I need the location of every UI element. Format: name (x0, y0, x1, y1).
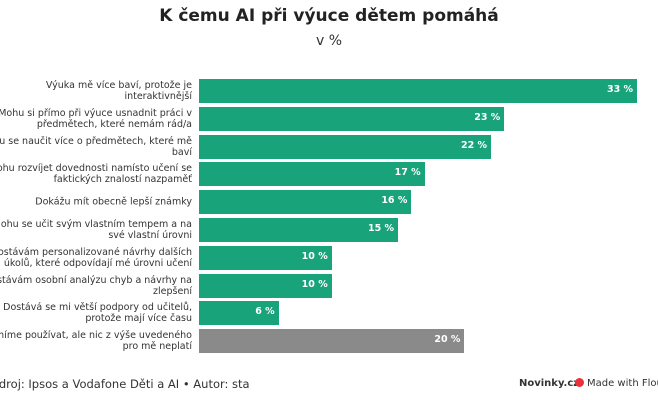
category-label-line: Dostává se mi větší podpory od učitelů, (3, 302, 192, 314)
category-label-line: interaktivnější (124, 91, 192, 102)
category-label-line: protože mají více času (85, 313, 192, 325)
bar-row: Mohu se učit svým vlastním tempem a na sv… (0, 218, 658, 242)
category-label-line: zlepšení (153, 285, 192, 297)
category-label-line: Mohu se naučit více o předmětech, které … (0, 135, 192, 147)
category-label: Mohu si přímo při výuce usnadnit práci v… (0, 108, 192, 130)
bar-row: Dokážu mít obecně lepší známky 16 % (0, 190, 658, 215)
category-label-line: Dostávám personalizované návrhy dalších (0, 246, 192, 258)
chart-subtitle: v % (315, 33, 343, 49)
category-label-line: úkolů, které odpovídají mé úrovni učení (3, 257, 192, 269)
bar-row: Mohu se naučit více o předmětech, které … (0, 134, 658, 159)
data-label: 17 % (394, 167, 421, 179)
category-label: AI smíme používat, ale nic z výše uveden… (0, 330, 192, 352)
category-label: Dostávám osobní analýzu chyb a návrhy na… (0, 275, 192, 297)
bar-row: Mohu rozvíjet dovednosti namísto učení s… (0, 162, 658, 187)
bar[interactable]: 15 % (199, 218, 399, 242)
category-label-line: Výuka mě více baví, protože je (45, 80, 192, 91)
category-label: Mohu rozvíjet dovednosti namísto učení s… (0, 163, 192, 185)
category-label-line: Dostávám osobní analýzu chyb a návrhy na (0, 274, 192, 286)
category-label-line: Mohu se učit svým vlastním tempem a na (0, 219, 192, 230)
bar[interactable]: 17 % (199, 162, 425, 187)
source-note: Zdroj: Ipsos a Vodafone Děti a AI • Auto… (0, 377, 250, 391)
data-label: 6 % (255, 306, 275, 318)
bar[interactable]: 10 % (199, 245, 332, 270)
chart-title: K čemu AI při výuce dětem pomáhá (159, 6, 499, 26)
flourish-credit[interactable]: Made with Flourish (575, 378, 658, 389)
bar-row: Dostávám osobní analýzu chyb a návrhy na… (0, 273, 658, 298)
category-label: Dostává se mi větší podpory od učitelů, p… (0, 302, 192, 324)
bar[interactable]: 16 % (199, 190, 412, 215)
data-label: 10 % (301, 278, 328, 290)
bar[interactable]: 6 % (199, 301, 279, 326)
data-label: 33 % (606, 84, 633, 95)
category-label: Mohu se učit svým vlastním tempem a na sv… (0, 219, 192, 241)
brand-logo[interactable]: Novinky.cz (519, 378, 580, 389)
flourish-icon (575, 378, 584, 387)
category-label: Dostávám personalizované návrhy dalších ú… (0, 247, 192, 269)
data-label: 23 % (474, 111, 501, 123)
bar-row: Dostává se mi větší podpory od učitelů, p… (0, 301, 658, 326)
category-label: Mohu se naučit více o předmětech, které … (0, 136, 192, 158)
bar[interactable]: 33 % (199, 79, 637, 103)
data-label: 20 % (434, 334, 461, 346)
data-label: 10 % (301, 250, 328, 262)
bar[interactable]: 10 % (199, 273, 332, 298)
data-label: 15 % (368, 223, 395, 234)
bar-row: Mohu si přímo při výuce usnadnit práci v… (0, 106, 658, 131)
category-label-line: AI smíme používat, ale nic z výše uveden… (0, 330, 192, 342)
category-label-line: faktických znalostí nazpaměť (53, 174, 192, 186)
category-label-line: Mohu si přímo při výuce usnadnit práci v (0, 107, 192, 119)
bar-row: AI smíme používat, ale nic z výše uveden… (0, 329, 658, 354)
category-label: Dokážu mít obecně lepší známky (0, 197, 192, 208)
category-label-line: Dokážu mít obecně lepší známky (35, 196, 192, 208)
data-label: 16 % (381, 195, 408, 207)
bar-row: Dostávám personalizované návrhy dalších ú… (0, 245, 658, 270)
bar[interactable]: 20 % (199, 329, 465, 354)
bar-row: Výuka mě více baví, protože je interaktiv… (0, 79, 658, 103)
bar[interactable]: 23 % (199, 106, 505, 131)
category-label-line: Mohu rozvíjet dovednosti namísto učení s… (0, 163, 192, 175)
category-label-line: předmětech, které nemám rád/a (36, 118, 192, 130)
data-label: 22 % (460, 139, 487, 151)
category-label: Výuka mě více baví, protože je interaktiv… (0, 80, 192, 102)
category-label-line: své vlastní úrovni (108, 230, 192, 241)
category-label-line: baví (171, 146, 192, 158)
category-label-line: pro mě neplatí (122, 341, 192, 353)
bar[interactable]: 22 % (199, 134, 491, 159)
